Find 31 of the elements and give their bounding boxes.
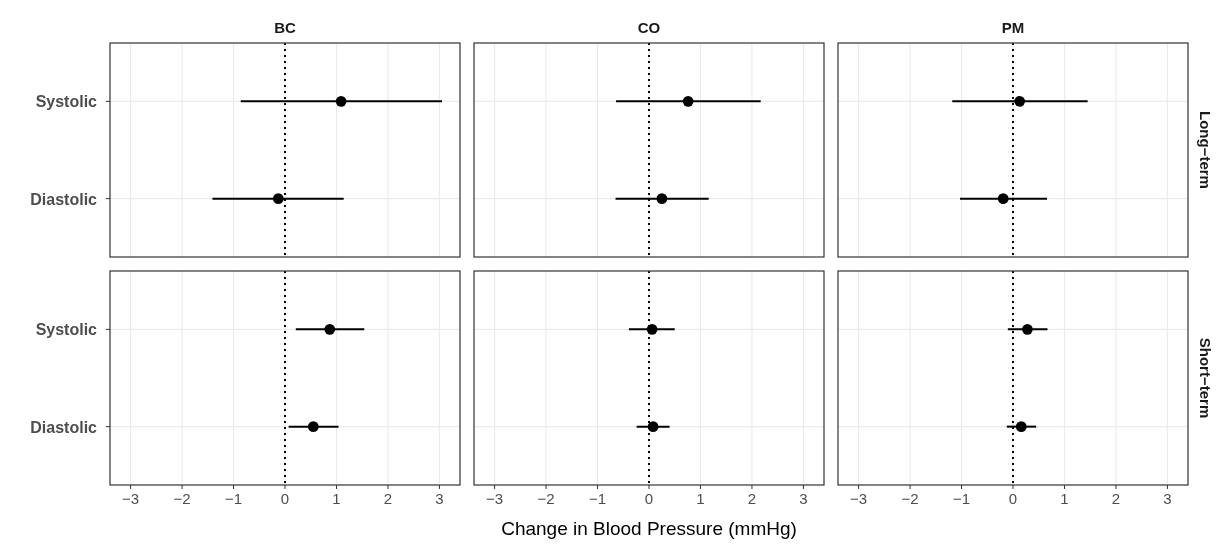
text: Long−term <box>1197 111 1214 189</box>
x-tick-label: 1 <box>332 490 341 507</box>
x-tick-label: 3 <box>799 490 808 507</box>
x-tick-label: 2 <box>747 490 757 507</box>
x-tick-label: 0 <box>644 490 654 507</box>
x-tick-label: −3 <box>850 490 868 507</box>
x-tick-label: 1 <box>696 490 705 507</box>
text: Short−term <box>1197 337 1214 419</box>
x-tick-label: 2 <box>1111 490 1121 507</box>
x-tick-label: −1 <box>952 490 971 507</box>
y-tick-label: Systolic <box>35 321 98 339</box>
y-tick-label: Systolic <box>35 93 98 111</box>
x-tick-label: −2 <box>173 490 191 507</box>
chart-title: BC <box>274 19 296 36</box>
x-tick-label: 1 <box>1060 490 1069 507</box>
x-tick-label: 0 <box>280 490 290 507</box>
x-tick-label: −3 <box>486 490 504 507</box>
x-tick-label: −2 <box>537 490 555 507</box>
y-tick-label: Diastolic <box>30 418 98 436</box>
chart-title: CO <box>637 19 661 36</box>
chart-title: PM <box>1001 19 1025 36</box>
x-axis-title: Change in Blood Pressure (mmHg) <box>501 518 797 539</box>
y-tick-label: Diastolic <box>30 190 98 208</box>
x-tick-label: 3 <box>435 490 444 507</box>
x-tick-label: −2 <box>901 490 919 507</box>
x-tick-label: −1 <box>224 490 243 507</box>
x-tick-label: 0 <box>1008 490 1018 507</box>
x-tick-label: 2 <box>383 490 393 507</box>
x-tick-label: 3 <box>1163 490 1172 507</box>
x-tick-label: −3 <box>122 490 140 507</box>
x-tick-label: −1 <box>588 490 607 507</box>
